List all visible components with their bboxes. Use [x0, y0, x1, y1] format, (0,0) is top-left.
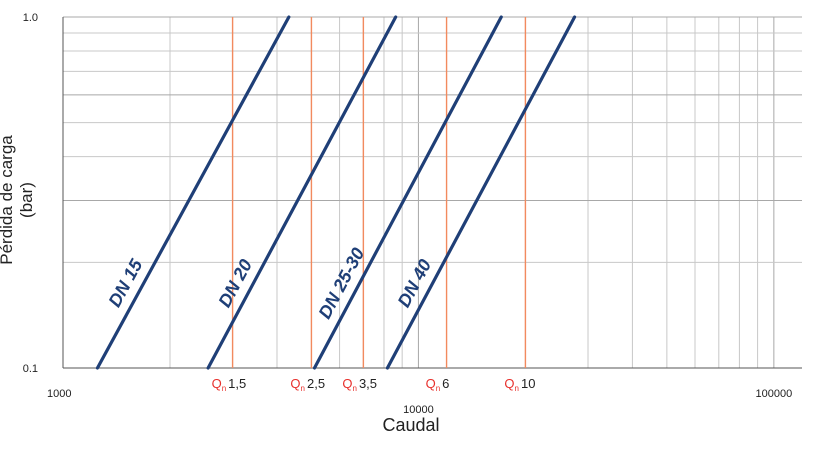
x-tick-label: 1000	[47, 388, 71, 400]
series-line	[385, 15, 577, 370]
x-axis-label: Caudal	[382, 415, 440, 435]
series-label: DN 15	[105, 255, 147, 310]
grid	[63, 16, 802, 368]
reference-label: Qn 3,5	[342, 376, 377, 393]
y-tick-label: 1.0	[23, 12, 38, 24]
x-tick-label: 10000	[403, 404, 434, 416]
x-tick-label: 100000	[755, 388, 792, 400]
series-line	[95, 15, 291, 370]
y-axis-label: Pérdida de carga (bar)	[0, 135, 36, 265]
series-label: DN 20	[214, 256, 256, 310]
series-line	[312, 15, 503, 370]
reference-label: Qn 6	[426, 376, 450, 393]
y-tick-label: 0.1	[23, 363, 38, 375]
reference-label: Qn 1,5	[212, 376, 247, 393]
series-label: DN 40	[394, 256, 436, 310]
reference-label: Qn 2,5	[290, 376, 325, 393]
series-line	[206, 15, 398, 370]
reference-label: Qn 10	[504, 376, 535, 393]
